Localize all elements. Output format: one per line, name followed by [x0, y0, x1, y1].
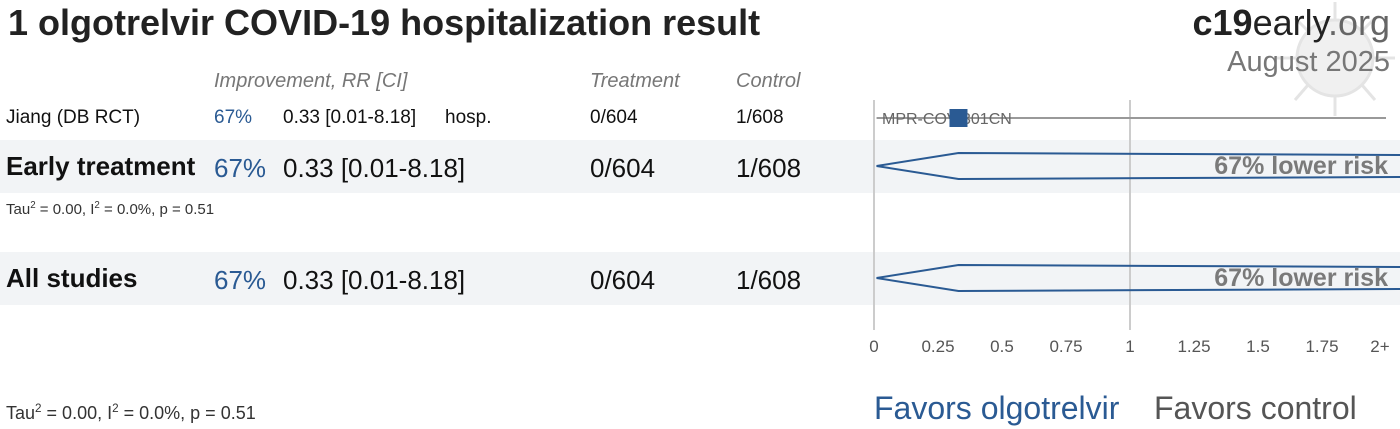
all-label: All studies — [6, 263, 138, 293]
early-label: Early treatment — [6, 151, 196, 181]
all-rr: 0.33 [0.01-8.18] — [283, 265, 466, 295]
early-control: 1/608 — [736, 153, 802, 183]
favors-treatment-label: Favors olgotrelvir — [874, 390, 1120, 426]
x-tick-label: 0 — [869, 337, 878, 356]
date-label: August 2025 — [1227, 46, 1390, 78]
x-tick-label: 1 — [1125, 337, 1134, 356]
early-improvement: 67% — [214, 153, 267, 183]
study-improvement: 67% — [214, 107, 253, 128]
study-control: 1/608 — [736, 107, 784, 128]
study-rr: 0.33 [0.01-8.18] — [283, 107, 417, 128]
favors-control-label: Favors control — [1154, 390, 1357, 426]
all-control: 1/608 — [736, 265, 802, 295]
virus-watermark-icon — [1277, 2, 1395, 116]
header-improvement: Improvement, RR [CI] — [214, 70, 408, 92]
early-row-band — [0, 140, 1400, 193]
early-pooled-diamond — [876, 151, 1400, 181]
x-tick-label: 1.25 — [1177, 337, 1210, 356]
x-tick-label: 0.5 — [990, 337, 1014, 356]
x-tick-label: 2+ — [1370, 337, 1389, 356]
early-treatment: 0/604 — [590, 153, 656, 183]
x-tick-label: 1.75 — [1305, 337, 1338, 356]
x-tick-label: 0.25 — [921, 337, 954, 356]
early-risk-text: 67% lower risk — [1214, 152, 1388, 180]
header-control: Control — [736, 70, 801, 92]
all-risk-text: 67% lower risk — [1214, 264, 1388, 292]
brand-logo: c19early.org — [1192, 2, 1390, 43]
study-effect-square — [949, 109, 968, 127]
early-heterogeneity-stats: Tau2 = 0.00, I2 = 0.0%, p = 0.51 — [6, 200, 215, 218]
all-heterogeneity-stats: Tau2 = 0.00, I2 = 0.0%, p = 0.51 — [6, 402, 256, 423]
x-tick-label: 1.5 — [1246, 337, 1270, 356]
study-treatment: 0/604 — [590, 107, 638, 128]
all-improvement: 67% — [214, 265, 267, 295]
x-tick-label: 0.75 — [1049, 337, 1082, 356]
study-name: Jiang (DB RCT) — [6, 107, 141, 128]
early-rr: 0.33 [0.01-8.18] — [283, 153, 466, 183]
page-title: 1 olgotrelvir COVID-19 hospitalization r… — [8, 2, 761, 43]
header-treatment: Treatment — [590, 70, 680, 92]
study-trial-label: MPR-COV-301CN — [882, 111, 1012, 128]
all-row-band — [0, 252, 1400, 305]
study-outcome: hosp. — [445, 107, 492, 128]
all-treatment: 0/604 — [590, 265, 656, 295]
all-pooled-diamond — [876, 263, 1400, 293]
